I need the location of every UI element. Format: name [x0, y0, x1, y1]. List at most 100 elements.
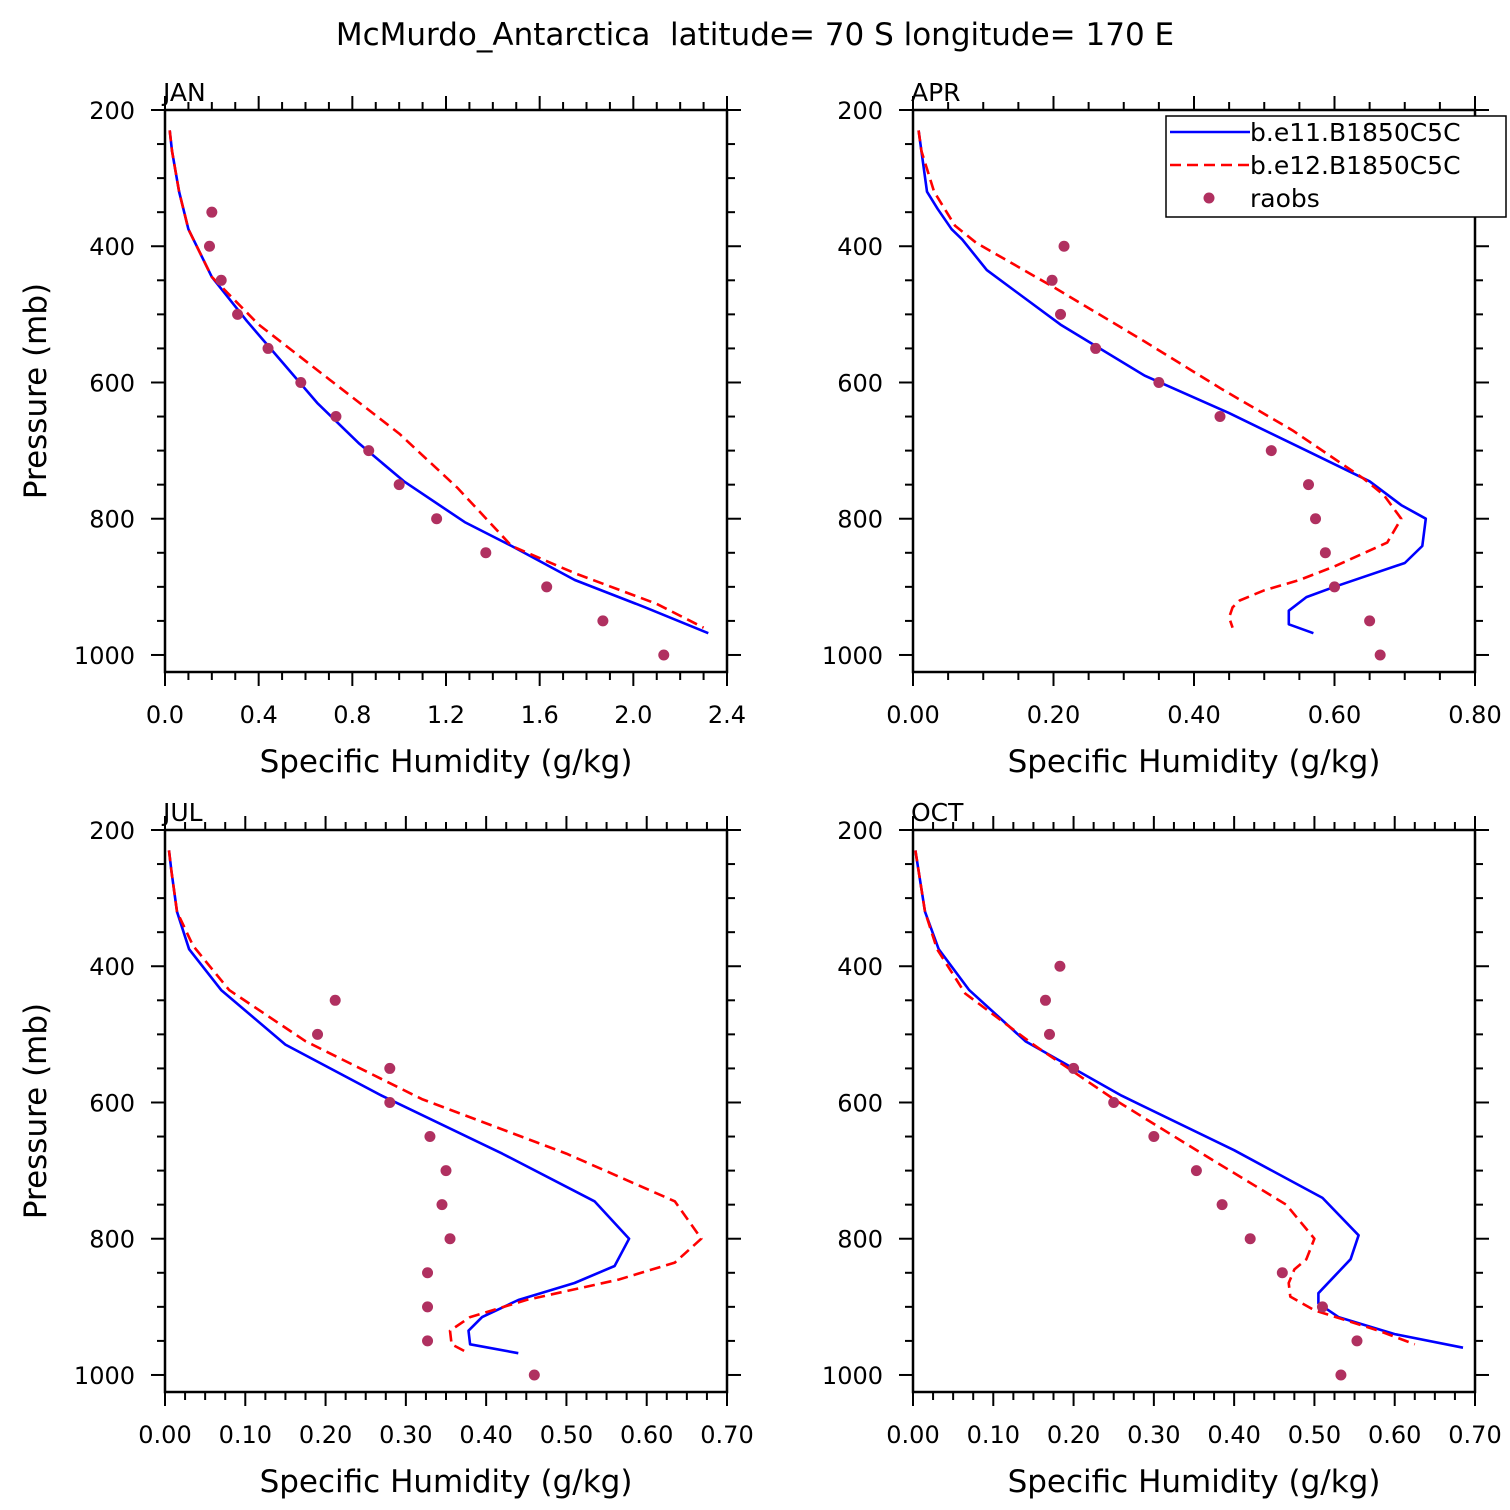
series-line-e12: [168, 130, 705, 629]
raobs-point: [215, 274, 227, 286]
y-tick-label: 200: [837, 97, 883, 125]
raobs-point: [1276, 1267, 1288, 1279]
panels-group: JAN 0.0 0.4 0.8 1.2 1.6 2.0 2.4 200 400 600 800 1000…: [18, 78, 1502, 1500]
raobs-point: [1090, 342, 1102, 354]
y-tick-label: 600: [837, 1089, 883, 1117]
y-tick-label: 200: [837, 817, 883, 845]
raobs-point: [1068, 1062, 1080, 1074]
y-tick-label: 600: [89, 1089, 135, 1117]
y-tick-label: 1000: [822, 1362, 883, 1390]
raobs-point: [422, 1335, 434, 1347]
raobs-point: [312, 1028, 324, 1040]
raobs-point: [1108, 1096, 1120, 1108]
y-tick-label: 600: [89, 369, 135, 397]
raobs-point: [1214, 411, 1226, 423]
legend-entry: raobs: [1203, 184, 1320, 213]
legend-dot-marker: [1203, 192, 1215, 204]
series-raobs: [1046, 240, 1386, 661]
raobs-point: [206, 206, 218, 218]
x-tick-label: 0.30: [379, 1421, 432, 1449]
raobs-point: [1319, 547, 1331, 559]
y-tick-label: 400: [837, 953, 883, 981]
raobs-point: [1335, 1369, 1347, 1381]
x-tick-label: 1.2: [427, 701, 465, 729]
panel-jul: JUL 0.00 0.10 0.20 0.30 0.40 0.50 0.60 0.70 200 40…: [18, 798, 754, 1500]
series-line-e12: [917, 130, 1403, 629]
raobs-point: [393, 479, 405, 491]
y-axis-label: Pressure (mb): [18, 283, 54, 499]
panel-apr: APR 0.00 0.20 0.40 0.60 0.80 200 400 600 800 1000 S…: [822, 78, 1502, 780]
x-tick-label: 0.40: [1207, 1421, 1260, 1449]
raobs-point: [1364, 615, 1376, 627]
legend-label: b.e12.B1850C5C: [1250, 151, 1461, 180]
raobs-point: [1153, 376, 1165, 388]
raobs-point: [1374, 649, 1386, 661]
x-axis-label: Specific Humidity (g/kg): [260, 744, 633, 780]
raobs-point: [422, 1267, 434, 1279]
raobs-point: [1039, 994, 1051, 1006]
raobs-point: [444, 1233, 456, 1245]
x-tick-label: 1.6: [521, 701, 559, 729]
raobs-point: [424, 1131, 436, 1143]
raobs-point: [295, 376, 307, 388]
x-tick-label: 0.4: [240, 701, 278, 729]
x-tick-label: 0.50: [540, 1421, 593, 1449]
plot-frame: [163, 108, 729, 674]
x-tick-label: 0.40: [459, 1421, 512, 1449]
series-line-e12: [167, 850, 703, 1355]
y-tick-label: 400: [837, 233, 883, 261]
raobs-point: [1351, 1335, 1363, 1347]
raobs-point: [262, 342, 274, 354]
raobs-point: [329, 994, 341, 1006]
legend-entry: b.e12.B1850C5C: [1170, 151, 1461, 180]
series-line-e11: [168, 130, 709, 635]
raobs-point: [203, 240, 215, 252]
raobs-point: [1316, 1301, 1328, 1313]
panel-title: OCT: [911, 798, 964, 827]
x-tick-label: 2.0: [614, 701, 652, 729]
legend: b.e11.B1850C5C b.e12.B1850C5C raobs: [1165, 115, 1507, 218]
x-tick-label: 0.00: [886, 701, 939, 729]
y-axis-label: Pressure (mb): [18, 1003, 54, 1219]
raobs-point: [1148, 1131, 1160, 1143]
series-line-e11: [917, 130, 1428, 635]
x-tick-label: 0.40: [1167, 701, 1220, 729]
panel-oct: OCT 0.00 0.10 0.20 0.30 0.40 0.50 0.60 0.70 200 40…: [822, 798, 1502, 1500]
raobs-point: [1303, 479, 1315, 491]
x-axis-label: Specific Humidity (g/kg): [260, 1464, 633, 1500]
raobs-point: [436, 1199, 448, 1211]
raobs-point: [1329, 581, 1340, 593]
y-tick-label: 400: [89, 953, 135, 981]
series-line-e11: [167, 850, 631, 1355]
x-tick-label: 0.50: [1288, 1421, 1341, 1449]
raobs-point: [480, 547, 492, 559]
series-raobs: [1039, 960, 1363, 1381]
y-tick-label: 800: [837, 1226, 883, 1254]
raobs-point: [1265, 445, 1277, 457]
series-raobs: [312, 994, 540, 1381]
raobs-point: [1216, 1199, 1228, 1211]
x-tick-label: 0.20: [1047, 1421, 1100, 1449]
raobs-point: [1244, 1233, 1256, 1245]
raobs-point: [658, 649, 670, 661]
x-tick-label: 0.00: [886, 1421, 939, 1449]
y-tick-label: 600: [837, 369, 883, 397]
x-tick-label: 0.8: [333, 701, 371, 729]
x-axis-label: Specific Humidity (g/kg): [1008, 744, 1381, 780]
raobs-point: [541, 581, 553, 593]
x-tick-label: 2.4: [708, 701, 746, 729]
y-tick-label: 1000: [74, 1362, 135, 1390]
raobs-point: [1058, 240, 1070, 252]
panel-title: APR: [911, 78, 961, 107]
x-tick-label: 0.10: [219, 1421, 272, 1449]
raobs-point: [431, 513, 443, 525]
plot-frame: [163, 828, 729, 1394]
raobs-point: [363, 445, 375, 457]
raobs-point: [597, 615, 609, 627]
raobs-point: [1043, 1028, 1055, 1040]
plot-frame: [911, 828, 1477, 1394]
raobs-point: [422, 1301, 434, 1313]
panel-title: JUL: [161, 798, 203, 827]
y-tick-label: 800: [89, 506, 135, 534]
raobs-point: [1046, 274, 1058, 286]
